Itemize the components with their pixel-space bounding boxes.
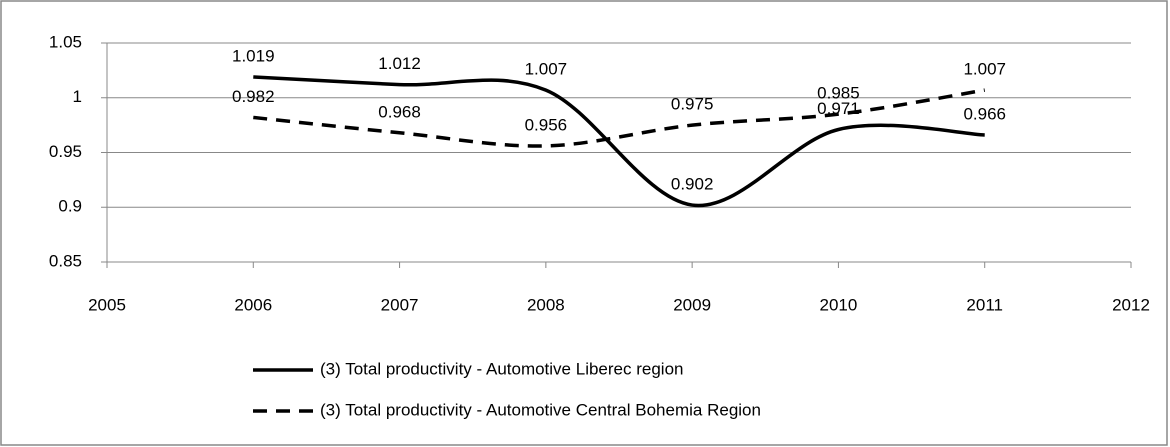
data-label: 0.966: [963, 104, 1006, 123]
series-line: [253, 88, 985, 148]
data-label: 0.982: [232, 87, 275, 106]
x-tick-label: 2008: [527, 295, 565, 314]
y-tick-label: 0.9: [58, 197, 82, 216]
series-line: [253, 75, 985, 208]
legend-label: (3) Total productivity - Automotive Cent…: [320, 400, 761, 419]
data-label: 1.012: [378, 54, 421, 73]
data-label: 1.007: [525, 60, 568, 79]
x-tick-label: 2005: [88, 295, 126, 314]
legend-label: (3) Total productivity - Automotive Libe…: [320, 359, 683, 378]
data-label: 0.985: [817, 84, 860, 103]
data-label: 0.968: [378, 102, 421, 121]
x-tick-label: 2007: [381, 295, 419, 314]
data-label: 1.007: [963, 60, 1006, 79]
x-tick-label: 2010: [820, 295, 858, 314]
data-label: 1.019: [232, 46, 275, 65]
y-tick-label: 1.05: [49, 32, 82, 51]
data-label: 0.902: [671, 175, 714, 194]
x-tick-label: 2009: [673, 295, 711, 314]
y-tick-label: 0.95: [49, 142, 82, 161]
data-label: 0.956: [525, 115, 568, 134]
data-label: 0.975: [671, 95, 714, 114]
y-tick-label: 1: [73, 87, 82, 106]
y-tick-label: 0.85: [49, 251, 82, 270]
x-tick-label: 2012: [1112, 295, 1150, 314]
x-tick-label: 2011: [966, 295, 1003, 314]
x-tick-label: 2006: [234, 295, 272, 314]
